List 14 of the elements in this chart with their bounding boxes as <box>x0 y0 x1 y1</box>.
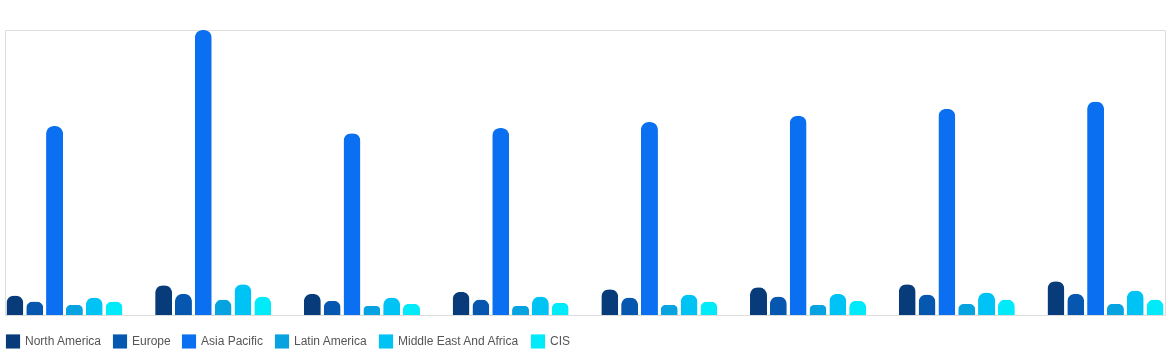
bar <box>492 128 510 315</box>
bar <box>1087 101 1105 315</box>
legend-label: North America <box>25 334 102 349</box>
bar <box>46 126 64 315</box>
legend-label: CIS <box>550 334 571 349</box>
bar <box>194 30 212 315</box>
bar <box>343 133 361 315</box>
bar <box>938 108 956 315</box>
legend-label: Europe <box>132 334 172 349</box>
legend-label: Middle East And Africa <box>398 334 519 349</box>
legend-label: Asia Pacific <box>201 334 264 349</box>
bar <box>640 122 658 315</box>
legend-label: Latin America <box>294 334 368 349</box>
bar <box>789 115 807 315</box>
